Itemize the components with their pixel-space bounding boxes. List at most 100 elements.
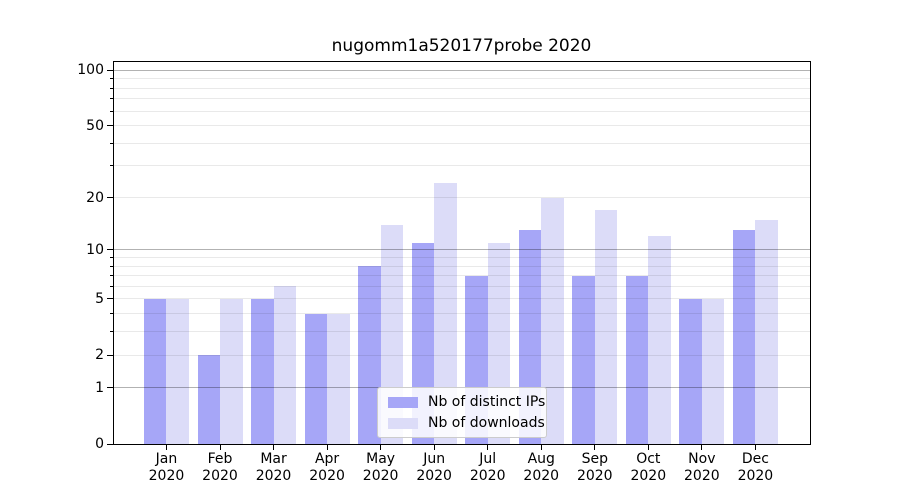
y-axis-tick — [107, 354, 114, 356]
x-axis-tick — [594, 445, 596, 450]
y-axis-minor-tick — [110, 331, 114, 333]
gridline-minor — [114, 285, 810, 287]
x-tick-year: 2020 — [362, 468, 399, 484]
x-axis-tick-label: Sep 2020 — [565, 451, 625, 485]
x-tick-year: 2020 — [523, 468, 560, 484]
bar-downloads-sep — [594, 210, 618, 444]
x-tick-year: 2020 — [416, 468, 452, 484]
y-axis-minor-tick — [110, 257, 114, 259]
gridline-minor — [114, 78, 810, 80]
x-tick-month: Dec — [741, 451, 769, 467]
x-axis-tick — [165, 445, 167, 450]
gridline-minor — [114, 110, 810, 112]
y-axis-minor-tick — [110, 142, 114, 144]
y-axis-tick — [107, 443, 114, 445]
x-axis-tick — [487, 445, 489, 450]
legend-swatch-distinct-ips — [388, 396, 418, 408]
x-axis-tick-label: Feb 2020 — [190, 451, 250, 485]
x-axis-tick-label: Nov 2020 — [672, 451, 732, 485]
legend-item-downloads: Nb of downloads — [388, 415, 545, 431]
y-axis-minor-tick — [110, 87, 114, 89]
y-axis-minor-tick — [110, 285, 114, 287]
bar-ips-apr — [304, 313, 328, 444]
y-axis-tick — [107, 387, 114, 389]
plot-area: Nb of distinct IPs Nb of downloads — [114, 62, 810, 444]
bar-downloads-jan — [166, 298, 189, 444]
bar-downloads-apr — [327, 313, 350, 444]
y-axis-tick — [107, 69, 114, 71]
gridline-minor — [114, 265, 810, 267]
x-tick-month: Sep — [581, 451, 608, 467]
chart-title: nugomm1a520177probe 2020 — [331, 36, 592, 56]
x-tick-month: Apr — [314, 451, 340, 467]
x-axis-tick — [273, 445, 275, 450]
bar-downloads-aug — [541, 197, 564, 444]
gridline-minor — [114, 142, 810, 144]
x-axis-tick — [754, 445, 756, 450]
x-tick-year: 2020 — [469, 468, 506, 484]
y-axis-minor-tick — [110, 265, 114, 267]
x-axis-tick-label: Dec 2020 — [725, 451, 785, 485]
x-axis-tick-label: Aug 2020 — [511, 451, 571, 485]
y-axis-minor-tick — [110, 78, 114, 80]
x-tick-month: Mar — [260, 451, 287, 467]
x-tick-month: Jan — [155, 451, 178, 467]
y-axis-tick-label: 50 — [86, 117, 104, 134]
x-tick-year: 2020 — [309, 468, 345, 484]
x-tick-month: Aug — [527, 451, 555, 467]
x-tick-month: May — [366, 451, 396, 467]
gridline-minor — [114, 313, 810, 315]
y-axis-tick-label: 5 — [95, 290, 104, 307]
x-axis-tick — [701, 445, 703, 450]
legend: Nb of distinct IPs Nb of downloads — [377, 387, 547, 438]
y-axis-tick-label: 10 — [86, 241, 104, 258]
bar-downloads-nov — [701, 298, 725, 444]
bar-ips-sep — [572, 275, 595, 444]
legend-swatch-downloads — [388, 417, 418, 429]
x-tick-month: Feb — [207, 451, 233, 467]
x-tick-month: Nov — [688, 451, 716, 467]
x-axis-tick-label: Apr 2020 — [297, 451, 357, 485]
x-tick-year: 2020 — [684, 468, 720, 484]
y-axis-tick-label: 1 — [95, 379, 104, 396]
y-axis-tick-label: 0 — [95, 436, 104, 452]
bar-downloads-mar — [273, 286, 297, 444]
x-tick-month: Jun — [423, 451, 446, 467]
x-axis-tick — [433, 445, 435, 450]
x-axis-tick-label: Jan 2020 — [136, 451, 196, 485]
x-tick-year: 2020 — [255, 468, 292, 484]
gridline-minor — [114, 125, 810, 127]
gridline-major — [114, 249, 810, 251]
y-axis-minor-tick — [110, 98, 114, 100]
x-axis-tick — [540, 445, 542, 450]
x-tick-month: Oct — [636, 451, 661, 467]
x-axis-tick-label: Jul 2020 — [458, 451, 518, 485]
x-axis-tick — [647, 445, 649, 450]
y-axis-tick — [107, 197, 114, 199]
gridline-minor — [114, 331, 810, 333]
gridline-minor — [114, 197, 810, 199]
gridline-minor — [114, 98, 810, 100]
bar-ips-jan — [143, 298, 167, 444]
y-axis-minor-tick — [110, 313, 114, 315]
y-axis-tick — [107, 125, 114, 127]
x-axis-tick-label: Mar 2020 — [244, 451, 304, 485]
x-axis-tick-label: Jun 2020 — [404, 451, 464, 485]
bar-ips-dec — [732, 230, 756, 444]
y-axis-tick-label: 2 — [95, 347, 104, 364]
bar-ips-nov — [679, 298, 702, 444]
x-axis-tick-label: May 2020 — [351, 451, 411, 485]
x-tick-year: 2020 — [737, 468, 774, 484]
legend-label-downloads: Nb of downloads — [428, 415, 545, 431]
x-tick-year: 2020 — [202, 468, 238, 484]
bar-ips-feb — [197, 355, 220, 444]
y-axis-tick — [107, 249, 114, 251]
x-tick-year: 2020 — [148, 468, 185, 484]
bar-ips-mar — [251, 298, 274, 444]
y-axis-minor-tick — [110, 275, 114, 277]
bar-downloads-oct — [648, 236, 671, 444]
x-axis-tick-label: Oct 2020 — [618, 451, 678, 485]
legend-label-distinct-ips: Nb of distinct IPs — [428, 394, 546, 410]
gridline-minor — [114, 298, 810, 300]
